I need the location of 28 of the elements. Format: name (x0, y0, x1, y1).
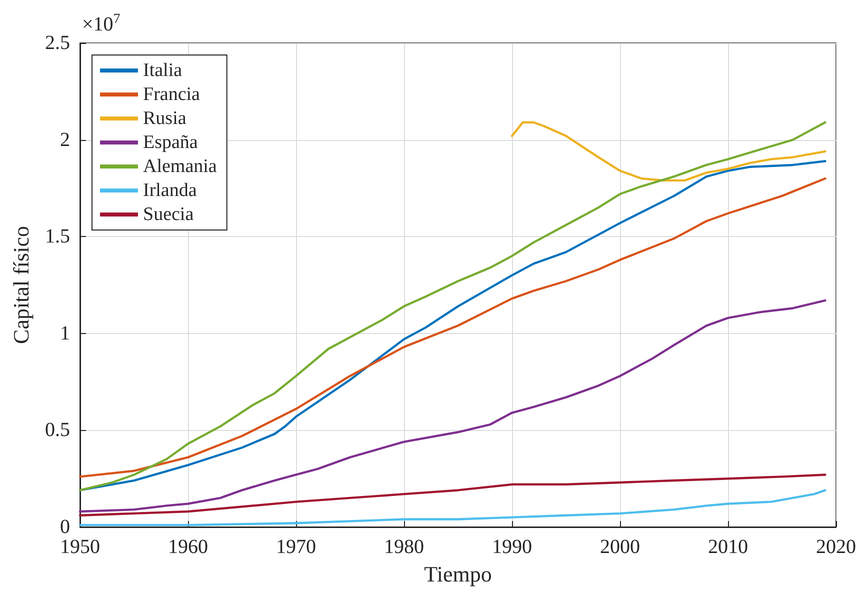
legend-label: Alemania (143, 156, 218, 177)
y-tick-label: 2.5 (45, 32, 70, 54)
text: ×10$^{7}$ (82, 12, 120, 36)
y-tick-label: 0.5 (45, 419, 70, 442)
x-tick-label: 2010 (708, 536, 748, 558)
line-series (78, 474, 826, 516)
legend-label: Suecia (143, 204, 194, 225)
y-tick-label: 1.5 (45, 226, 70, 248)
x-tick-label: 2020 (816, 536, 856, 558)
line-series (78, 489, 826, 526)
legend-label: Francia (143, 84, 201, 105)
legend-label: Italia (143, 60, 183, 81)
y-tick-label: 0 (60, 516, 70, 538)
x-tick-label: 1990 (492, 536, 532, 558)
x-tick-label: 1970 (276, 536, 316, 558)
legend-label: España (143, 132, 198, 153)
x-tick-label: 1960 (168, 536, 208, 558)
y-tick-label: 1 (60, 322, 70, 344)
x-tick-label: 2000 (600, 536, 640, 558)
y-tick-label: 2 (60, 128, 70, 151)
y-axis-title: Capital físico (8, 226, 34, 344)
legend-label: Irlanda (143, 180, 198, 201)
line-series (78, 299, 826, 513)
x-tick-label: 1950 (60, 536, 100, 558)
x-tick-label: 1980 (384, 536, 424, 558)
line-series (510, 121, 826, 182)
legend-label: Rusia (143, 108, 187, 129)
x-axis-title: Tiempo (424, 562, 492, 586)
